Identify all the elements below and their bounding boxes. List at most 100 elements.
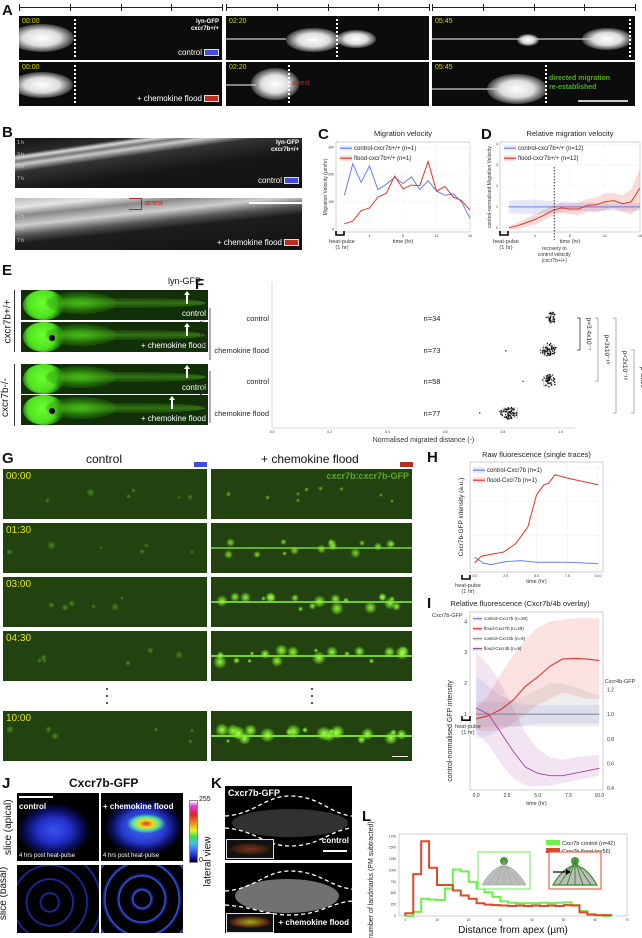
data-point (551, 374, 554, 376)
left-axis-title: Cxcr7b-GFP (432, 613, 463, 619)
x-axis-label: time (hr) (526, 579, 547, 585)
category-label: chemokine flood (214, 409, 269, 418)
gfp-spot (223, 549, 233, 559)
gfp-spot (259, 726, 276, 743)
data-point (500, 412, 502, 414)
j-basal-flood (101, 865, 183, 933)
data-point (553, 378, 555, 380)
x-axis-label: Normalised migrated distance (-) (373, 437, 475, 444)
timelapse-frame: 05:45 directed migration re-established (432, 62, 635, 106)
scale-bar (249, 202, 302, 204)
data-point (546, 351, 548, 353)
data-point (546, 381, 548, 383)
data-point (548, 379, 550, 382)
kymo-time-label: 7 h (17, 238, 24, 244)
data-point (552, 318, 555, 320)
data-point (549, 311, 552, 314)
data-point (552, 313, 554, 315)
gfp-spot (297, 606, 304, 612)
data-point (548, 379, 550, 381)
x-tick-label: 2.5 (503, 793, 510, 799)
data-point (507, 407, 509, 409)
data-point (549, 319, 552, 321)
data-point (510, 416, 512, 418)
data-point (548, 382, 551, 384)
data-point (503, 411, 505, 413)
gfp-spot (86, 487, 96, 497)
timeline-tick (120, 4, 122, 11)
data-point (551, 347, 553, 349)
data-point (552, 377, 555, 379)
legend-swatch-bg (473, 467, 485, 474)
n-label: n=34 (424, 314, 441, 323)
gfp-spot (60, 603, 69, 612)
data-point (512, 412, 515, 415)
gfp-spot (143, 542, 150, 549)
data-point (544, 352, 546, 354)
gfp-spot (383, 646, 396, 658)
recovery-annotation: control velocity (538, 252, 572, 258)
chart-title: Relative fluorescence (Cxcr7b/4b overlay… (450, 599, 590, 608)
cell-trail (226, 84, 256, 86)
y-tick-label: 0 (394, 914, 396, 918)
fish-body (61, 372, 206, 382)
data-point (550, 375, 552, 377)
y-tick-label: 0 (332, 227, 334, 231)
data-point (505, 416, 508, 418)
timestamp: 04:30 (6, 633, 32, 644)
gfp-spot (138, 548, 145, 555)
control-color-swatch (284, 177, 299, 185)
data-point (504, 414, 507, 416)
data-point (507, 408, 510, 411)
membrane-line (211, 655, 412, 657)
timeline-tick (378, 4, 380, 11)
gfp-spot (378, 594, 386, 602)
data-point (508, 411, 511, 413)
data-point (554, 348, 556, 350)
data-point (546, 342, 549, 345)
y-tick-label: 300 (328, 145, 334, 149)
timestamp: 00:00 (22, 64, 40, 71)
genotype-bracket (14, 290, 15, 352)
data-point (549, 354, 552, 356)
position-marker-dots (545, 65, 547, 103)
cone-diagram-control (477, 851, 531, 890)
gfp-spot (369, 658, 375, 664)
n-label: n=77 (424, 409, 441, 418)
data-point (499, 410, 501, 413)
data-point (552, 320, 554, 322)
data-point (552, 318, 554, 321)
gfp-spot (232, 656, 241, 665)
y-tick-label-left: 3 (464, 650, 467, 656)
heat-pulse-duration: (1 hr) (335, 245, 348, 251)
heat-pulse-bracket (461, 716, 471, 721)
y-axis-label: Cxcr7b-GFP intensity (a.u.) (458, 478, 465, 557)
y-tick-label: 1000 (389, 868, 396, 872)
gfp-spot (350, 547, 361, 559)
plot-area (469, 611, 604, 791)
cell-trail (432, 38, 592, 40)
data-point (554, 347, 556, 349)
data-point (510, 412, 512, 415)
data-point (546, 348, 548, 350)
gfp-spot (187, 739, 193, 744)
data-point (553, 313, 556, 316)
panel-label-c: C (318, 126, 329, 143)
data-point (552, 320, 555, 323)
arrest-label: arrest (292, 80, 310, 87)
cone-apex (571, 857, 579, 865)
data-point (546, 347, 549, 349)
data-point (544, 346, 547, 349)
data-point (547, 380, 549, 382)
confidence-band (508, 199, 640, 215)
recovery-annotation: recovery to (542, 246, 567, 252)
data-point (547, 378, 550, 381)
chart-title: Relative migration velocity (526, 129, 613, 138)
data-point (549, 316, 552, 319)
data-point (553, 352, 555, 354)
position-marker-dots (74, 19, 76, 57)
x-tick-label: 7.5 (565, 793, 572, 799)
data-point (550, 345, 552, 347)
x-tick-label: 1.0 (558, 430, 563, 434)
control-frame: 03:00 (3, 577, 207, 627)
